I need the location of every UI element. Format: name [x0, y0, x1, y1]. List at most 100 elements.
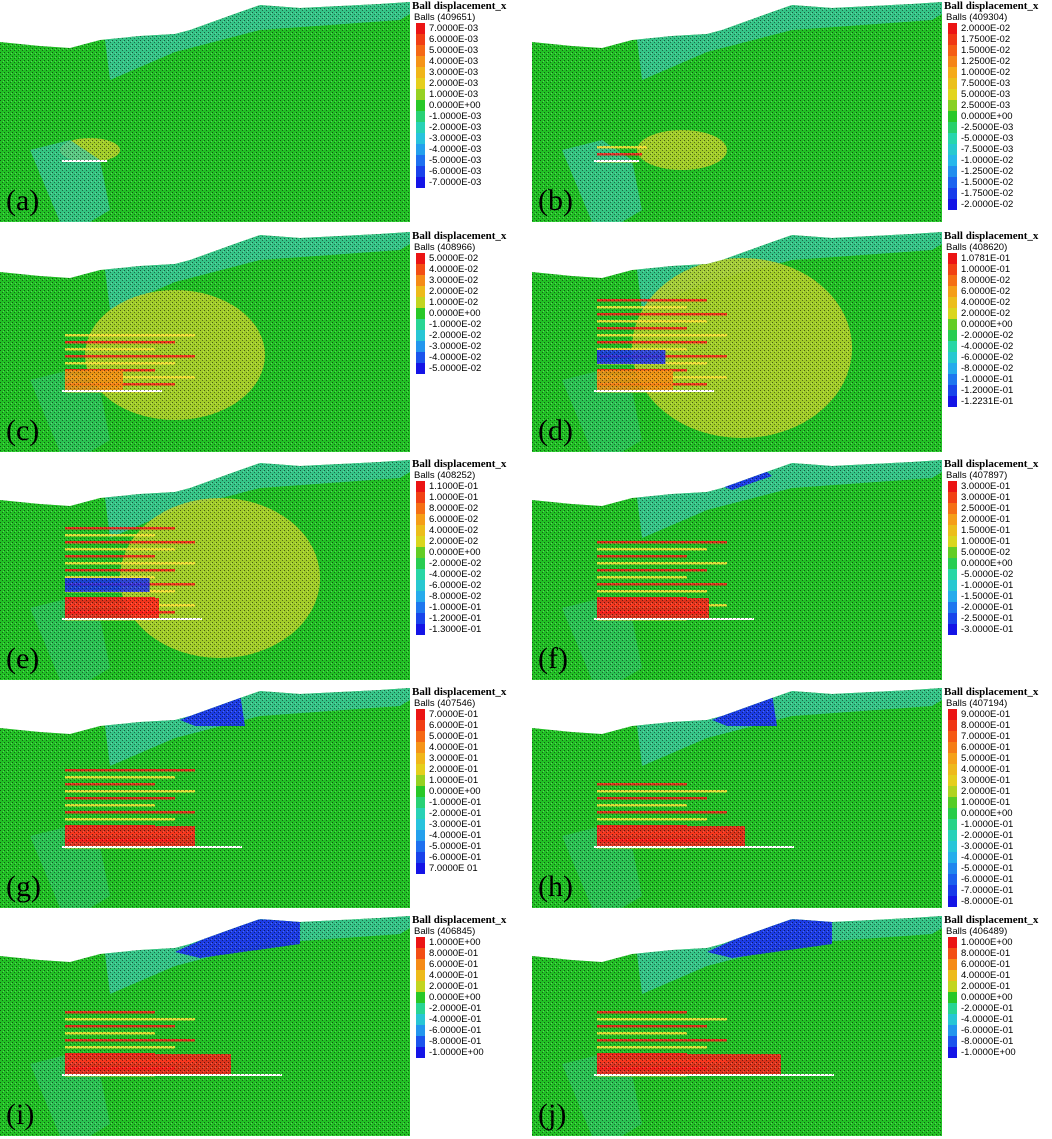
legend-entry: -3.0000E-03: [416, 133, 520, 144]
legend-swatch: [948, 481, 957, 492]
legend-value: 2.0000E-01: [961, 981, 1011, 992]
legend-swatch: [948, 133, 957, 144]
legend-value: -1.7500E-02: [961, 188, 1014, 199]
legend-value: -6.0000E-01: [429, 852, 482, 863]
legend-value: 1.5000E-01: [961, 525, 1011, 536]
color-legend: Ball displacement_x Balls (408620) 1.0781E…: [944, 230, 1052, 407]
legend-swatch: [948, 558, 957, 569]
legend-swatch: [948, 720, 957, 731]
legend-value: 1.0000E-01: [961, 797, 1011, 808]
legend-swatch: [948, 992, 957, 1003]
legend-swatch: [416, 720, 425, 731]
legend-entry: 1.0781E-01: [948, 253, 1052, 264]
displacement-plot: [532, 458, 942, 680]
legend-entry: -1.0000E+00: [948, 1047, 1052, 1058]
legend-swatch: [948, 78, 957, 89]
displacement-plot: [0, 230, 410, 452]
legend-value: -1.0000E-02: [961, 155, 1014, 166]
legend-entry: 0.0000E+00: [416, 547, 520, 558]
legend-value: -8.0000E-01: [961, 896, 1014, 907]
legend-swatch: [416, 613, 425, 624]
panel-label: (b): [538, 184, 573, 217]
legend-entry: -1.0000E-01: [948, 580, 1052, 591]
legend-swatch: [416, 731, 425, 742]
legend-entry: 0.0000E+00: [416, 100, 520, 111]
legend-swatch: [948, 624, 957, 635]
legend-entry: -1.2231E-01: [948, 396, 1052, 407]
legend-value: 5.0000E-03: [429, 45, 479, 56]
legend-value: 5.0000E-02: [429, 253, 479, 264]
legend-swatch: [948, 959, 957, 970]
legend-entry: -6.0000E-01: [948, 874, 1052, 885]
legend-value: -8.0000E-01: [961, 1036, 1014, 1047]
legend-swatch: [948, 330, 957, 341]
legend-value: -4.0000E-02: [429, 569, 482, 580]
legend-value: -7.0000E-03: [429, 177, 482, 188]
color-legend: Ball displacement_x Balls (407897) 3.0000E…: [944, 458, 1052, 635]
simulation-panel: (c) Ball displacement_x Balls (408966) 5.00…: [0, 230, 520, 452]
legend-value: -8.0000E-02: [961, 363, 1014, 374]
legend-entry: 0.0000E+00: [948, 319, 1052, 330]
panel-label: (d): [538, 414, 573, 447]
legend-entry: -1.0000E-01: [948, 374, 1052, 385]
particle-texture: [532, 460, 942, 680]
legend-value: 2.0000E-01: [961, 786, 1011, 797]
legend-swatch: [416, 514, 425, 525]
legend-value: -2.0000E-02: [961, 330, 1014, 341]
legend-swatch: [416, 177, 425, 188]
legend-swatch: [948, 144, 957, 155]
legend-swatch: [948, 896, 957, 907]
legend-entry: 4.0000E-01: [416, 742, 520, 753]
legend-value: 1.1000E-01: [429, 481, 479, 492]
legend-entry: 4.0000E-01: [948, 764, 1052, 775]
legend-entry: 2.0000E-01: [416, 981, 520, 992]
legend-entry: 5.0000E-01: [416, 731, 520, 742]
legend-swatch: [948, 742, 957, 753]
legend-swatch: [948, 841, 957, 852]
legend-value: 4.0000E-03: [429, 56, 479, 67]
legend-swatch: [948, 45, 957, 56]
legend-entry: 1.0000E-03: [416, 89, 520, 100]
legend-swatch: [416, 330, 425, 341]
legend-swatch: [416, 111, 425, 122]
legend-entry: 6.0000E-01: [948, 959, 1052, 970]
displacement-plot: [0, 686, 410, 908]
legend-entry: 1.2500E-02: [948, 56, 1052, 67]
legend-value: -1.2000E-01: [429, 613, 482, 624]
legend-value: -1.0000E-03: [429, 111, 482, 122]
legend-value: -1.5000E-02: [961, 177, 1014, 188]
legend-value: 2.0000E-03: [429, 78, 479, 89]
legend-value: 1.0000E-02: [429, 297, 479, 308]
legend-entry: -4.0000E-02: [416, 352, 520, 363]
legend-entry: 8.0000E-01: [416, 948, 520, 959]
legend-swatch: [416, 297, 425, 308]
legend-swatch: [416, 948, 425, 959]
simulation-panel: (g) Ball displacement_x Balls (407546) 7.00…: [0, 686, 520, 908]
legend-title: Ball displacement_x: [412, 914, 507, 926]
legend-value: -7.0000E-01: [961, 885, 1014, 896]
legend-ball-count: Balls (406845): [414, 926, 476, 937]
legend-value: -2.0000E-01: [961, 602, 1014, 613]
legend-value: -4.0000E-01: [961, 1014, 1014, 1025]
legend-swatch: [948, 753, 957, 764]
legend-value: 1.2500E-02: [961, 56, 1011, 67]
particle-texture: [532, 232, 942, 452]
legend-entry: -2.0000E-01: [948, 602, 1052, 613]
legend-swatch: [416, 786, 425, 797]
particle-texture: [0, 688, 410, 908]
legend-value: -1.2231E-01: [961, 396, 1014, 407]
legend-swatch: [948, 67, 957, 78]
particle-texture: [532, 688, 942, 908]
legend-swatch: [948, 547, 957, 558]
legend-value: -3.0000E-01: [961, 624, 1014, 635]
displacement-plot-svg: [0, 916, 410, 1136]
simulation-panel: (d) Ball displacement_x Balls (408620) 1.07…: [532, 230, 1052, 452]
legend-entry: 1.1000E-01: [416, 481, 520, 492]
simulation-panel: (i) Ball displacement_x Balls (406845) 1.00…: [0, 914, 520, 1136]
legend-swatch: [948, 100, 957, 111]
legend-value: 7.0000E-01: [961, 731, 1011, 742]
legend-swatch: [948, 188, 957, 199]
legend-value: 0.0000E+00: [961, 808, 1013, 819]
particle-texture: [532, 916, 942, 1136]
legend-swatch: [948, 863, 957, 874]
